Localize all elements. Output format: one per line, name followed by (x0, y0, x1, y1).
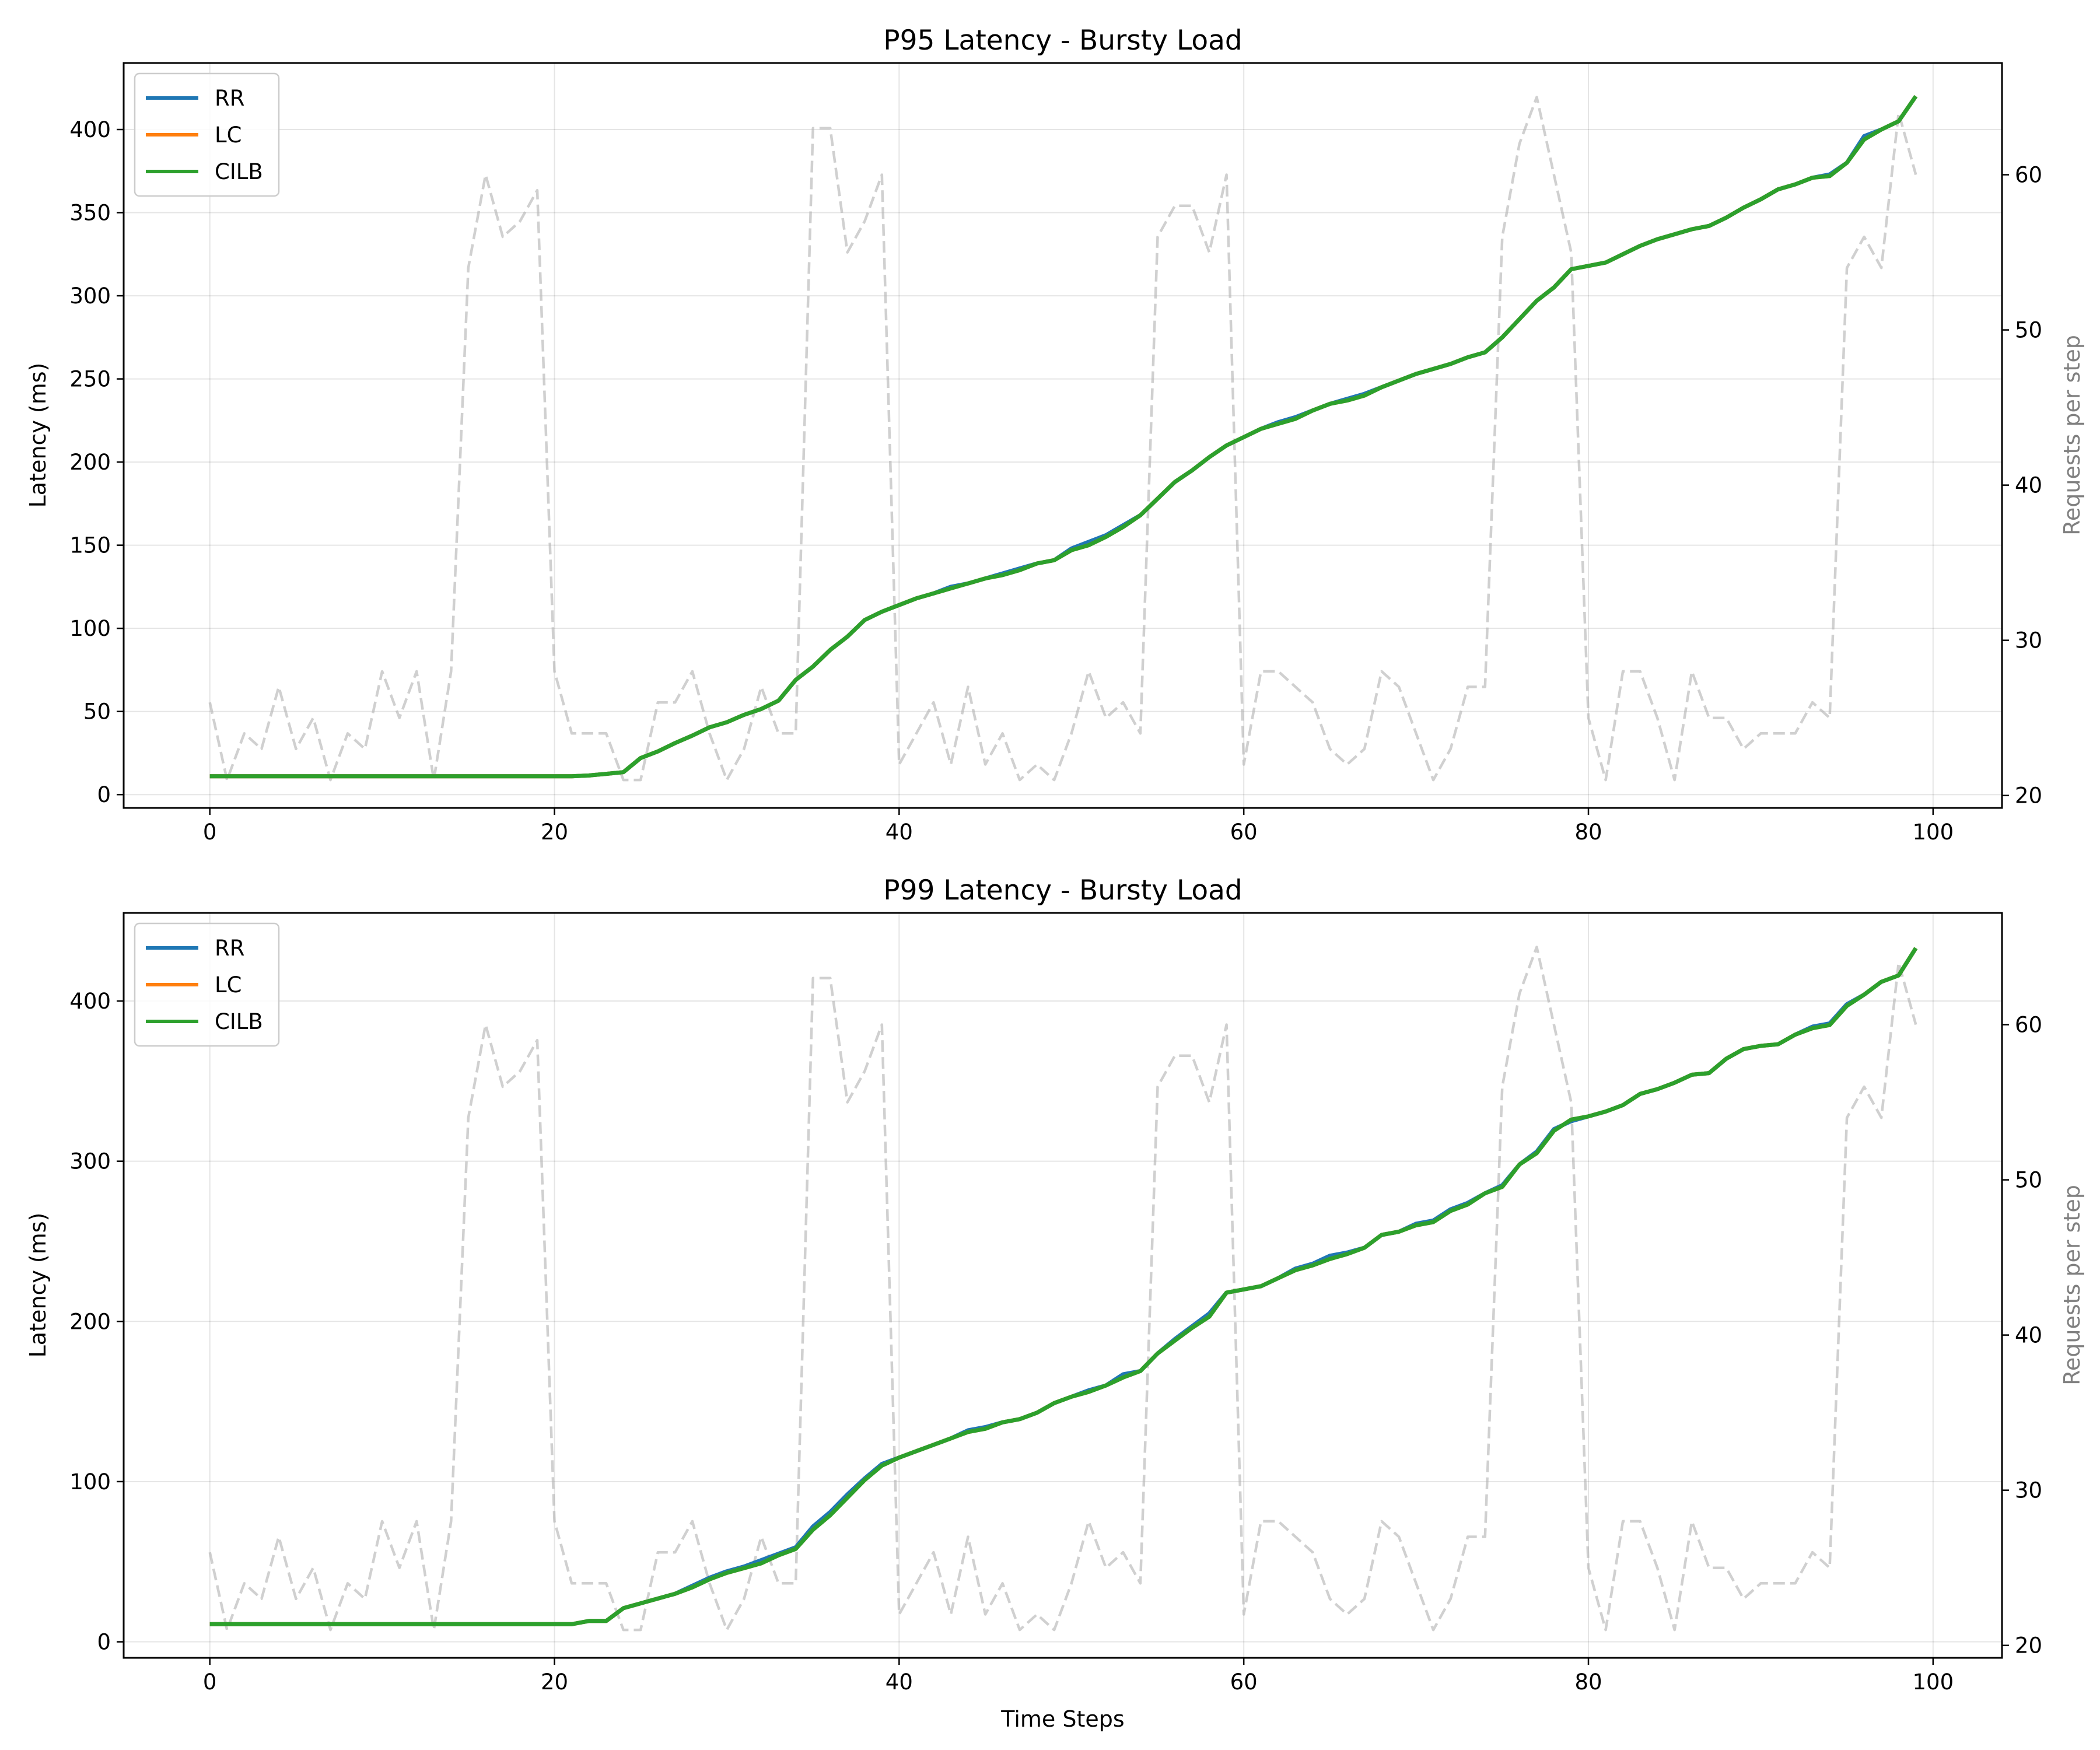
legend-label-cilb: CILB (215, 1009, 263, 1034)
y2-tick-label: 40 (2015, 473, 2042, 498)
y2-axis-ticks: 20 30 40 50 60 (2002, 1013, 2042, 1658)
plot-frame (123, 912, 2003, 1659)
legend-box (134, 922, 280, 1047)
x-tick-label: 60 (1230, 1670, 1258, 1695)
y2-tick-label: 40 (2015, 1323, 2042, 1348)
y2-tick-label: 50 (2015, 318, 2042, 343)
legend: RR LC CILB (134, 72, 280, 197)
subplot-p99: P99 Latency - Bursty Load 0 20 40 60 80 100 0… (25, 874, 2085, 1732)
y-tick-label: 200 (69, 1309, 111, 1334)
chart-title: P99 Latency - Bursty Load (883, 874, 1242, 907)
legend-label-cilb: CILB (215, 159, 263, 184)
y2-axis-ticks: 20 30 40 50 60 (2002, 163, 2042, 808)
requests-series (208, 946, 1917, 1632)
x-tick-label: 40 (886, 820, 913, 845)
x-tick-label: 60 (1230, 820, 1258, 845)
legend-label-rr: RR (215, 86, 244, 111)
legend-label-lc: LC (215, 123, 242, 148)
y2-tick-label: 60 (2015, 1013, 2042, 1038)
x-axis-ticks: 0 20 40 60 80 100 (203, 1658, 1954, 1695)
chart-title: P95 Latency - Bursty Load (883, 24, 1242, 57)
plot-frame (123, 62, 2003, 809)
series-line-requests (208, 946, 1917, 1632)
y2-tick-label: 50 (2015, 1168, 2042, 1193)
y-axis-label: Latency (ms) (25, 1213, 51, 1358)
grid (124, 913, 2002, 1658)
y2-tick-label: 30 (2015, 1478, 2042, 1503)
y-tick-label: 50 (83, 699, 111, 724)
subplot-p95: P95 Latency - Bursty Load 0 20 40 60 80 100 0… (25, 24, 2085, 845)
legend-label-rr: RR (215, 936, 244, 961)
y2-tick-label: 30 (2015, 628, 2042, 653)
y2-axis-label: Requests per step (2059, 1185, 2085, 1385)
series-line-cilb (209, 95, 1918, 779)
x-tick-label: 80 (1574, 1670, 1602, 1695)
x-tick-label: 100 (1913, 1670, 1954, 1695)
legend-box (134, 72, 280, 197)
y-tick-label: 150 (69, 533, 111, 558)
y-axis-ticks: 0 50 100 150 200 250 300 350 400 (69, 117, 124, 807)
y-tick-label: 0 (97, 1630, 111, 1655)
y-axis-ticks: 0 100 200 300 400 (69, 989, 124, 1655)
y-tick-label: 400 (69, 117, 111, 142)
x-axis-label: Time Steps (1000, 1706, 1124, 1732)
x-tick-label: 0 (203, 1670, 217, 1695)
y2-tick-label: 20 (2015, 783, 2042, 808)
series-line-cilb (209, 947, 1918, 1626)
y-tick-label: 100 (69, 616, 111, 641)
y2-axis-label: Requests per step (2059, 335, 2085, 536)
y-tick-label: 0 (97, 782, 111, 807)
y-tick-label: 300 (69, 1149, 111, 1174)
legend-label-lc: LC (215, 972, 242, 998)
requests-series (208, 96, 1917, 782)
x-tick-label: 0 (203, 820, 217, 845)
y-tick-label: 350 (69, 201, 111, 226)
x-axis-ticks: 0 20 40 60 80 100 (203, 808, 1954, 845)
y-tick-label: 100 (69, 1469, 111, 1494)
x-tick-label: 80 (1574, 820, 1602, 845)
x-tick-label: 20 (541, 820, 568, 845)
y-tick-label: 200 (69, 450, 111, 475)
latency-series (209, 947, 1918, 1626)
y-tick-label: 250 (69, 367, 111, 392)
x-tick-label: 20 (541, 1670, 568, 1695)
y-tick-label: 300 (69, 284, 111, 309)
y2-tick-label: 60 (2015, 163, 2042, 188)
y-tick-label: 400 (69, 989, 111, 1014)
latency-series (209, 95, 1918, 779)
legend: RR LC CILB (134, 922, 280, 1047)
y-axis-label: Latency (ms) (25, 363, 51, 508)
x-tick-label: 100 (1913, 820, 1954, 845)
series-line-requests (208, 96, 1917, 782)
x-tick-label: 40 (886, 1670, 913, 1695)
grid (124, 63, 2002, 808)
y2-tick-label: 20 (2015, 1633, 2042, 1658)
